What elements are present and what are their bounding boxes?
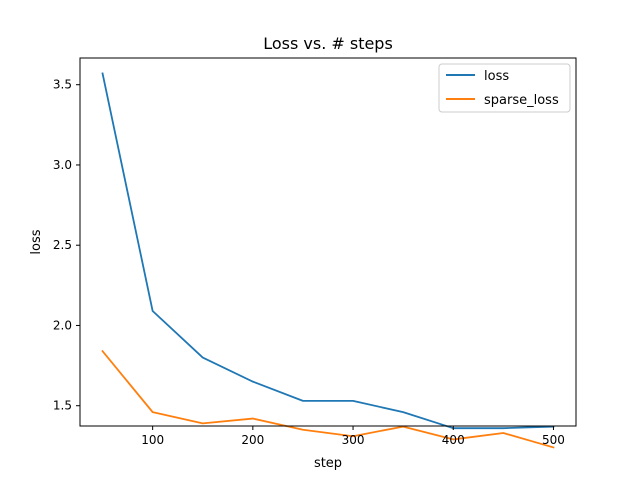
plot-area xyxy=(101,72,555,449)
x-axis-label: step xyxy=(314,456,342,471)
x-tick-label: 300 xyxy=(342,433,365,447)
y-axis: 1.5 2.0 2.5 3.0 3.5 xyxy=(53,78,80,413)
legend-label-sparse-loss: sparse_loss xyxy=(484,93,559,108)
x-tick-label: 100 xyxy=(141,433,164,447)
y-tick-label: 2.5 xyxy=(53,238,72,252)
x-tick-label: 200 xyxy=(241,433,264,447)
chart-title: Loss vs. # steps xyxy=(263,34,393,53)
legend: loss sparse_loss xyxy=(438,63,571,113)
y-tick-label: 1.5 xyxy=(53,399,72,413)
x-tick-label: 500 xyxy=(542,433,565,447)
y-tick-label: 3.0 xyxy=(53,158,72,172)
y-tick-label: 2.0 xyxy=(53,318,72,332)
y-axis-label: loss xyxy=(29,229,44,254)
series-line-sparse-loss xyxy=(101,349,555,449)
series-line-loss xyxy=(101,72,555,430)
y-tick-label: 3.5 xyxy=(53,78,72,92)
x-tick-label: 400 xyxy=(442,433,465,447)
plot-frame xyxy=(79,57,577,427)
x-axis: 100 200 300 400 500 xyxy=(141,426,565,447)
legend-label-loss: loss xyxy=(484,69,509,84)
